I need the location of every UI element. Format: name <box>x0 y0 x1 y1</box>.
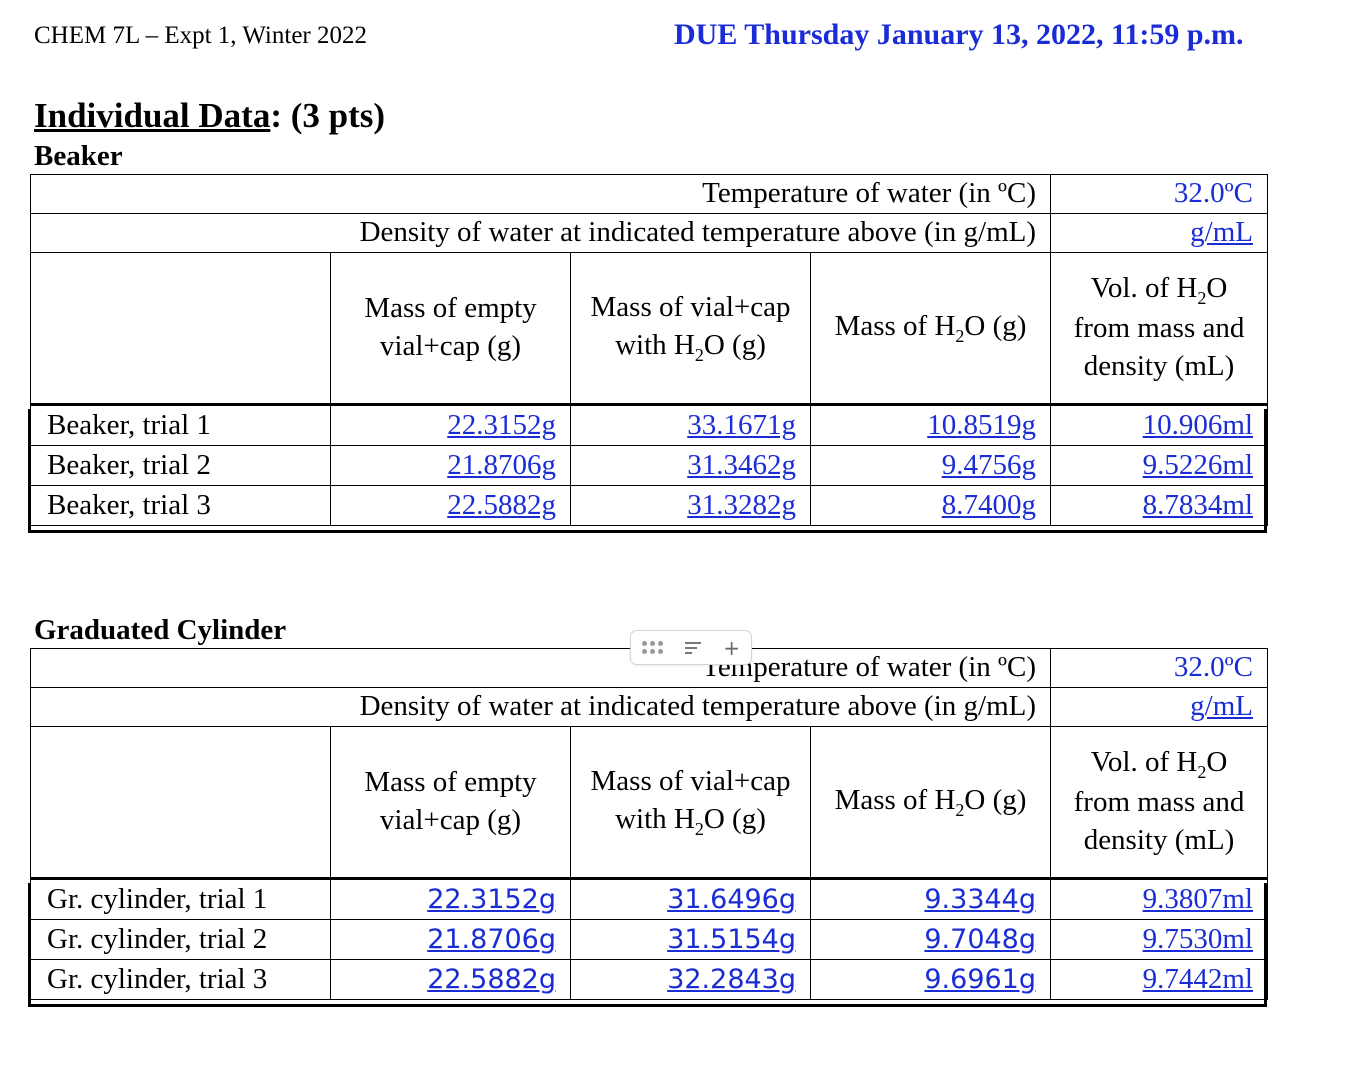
course-header: CHEM 7L – Expt 1, Winter 2022 <box>34 22 367 49</box>
cell-water-mass[interactable]: 8.7400g <box>810 485 1051 526</box>
beaker-col-vol: Vol. of H2O from mass and density (mL) <box>1050 252 1268 405</box>
cell-volume[interactable]: 9.7530ml <box>1050 919 1268 960</box>
row-label: Gr. cylinder, trial 3 <box>30 959 331 1000</box>
cell-volume[interactable]: 9.7442ml <box>1050 959 1268 1000</box>
col-mass-b: O (g) <box>964 783 1027 816</box>
cylinder-temp-label: Temperature of water (in ºC) <box>30 648 1051 688</box>
cell-empty-mass[interactable]: 22.3152g <box>330 877 571 920</box>
beaker-title: Beaker <box>34 140 123 172</box>
cell-water-mass[interactable]: 9.3344g <box>810 877 1051 920</box>
row-label: Beaker, trial 2 <box>30 445 331 486</box>
beaker-col-empty: Mass of empty vial+cap (g) <box>330 252 571 405</box>
beaker-density-label: Density of water at indicated temperatur… <box>30 213 1051 253</box>
table-toolbar: + <box>630 630 752 665</box>
cylinder-header-blank <box>30 726 331 879</box>
cell-water-mass[interactable]: 9.4756g <box>810 445 1051 486</box>
cell-empty-mass[interactable]: 21.8706g <box>330 919 571 960</box>
cell-with-mass[interactable]: 32.2843g <box>570 959 811 1000</box>
cell-with-mass[interactable]: 31.5154g <box>570 919 811 960</box>
cylinder-col-mass: Mass of H2O (g) <box>810 726 1051 879</box>
cell-water-mass[interactable]: 10.8519g <box>810 403 1051 446</box>
col-mass-a: Mass of H <box>834 783 956 816</box>
row-label: Gr. cylinder, trial 2 <box>30 919 331 960</box>
col-with-line2: O (g) <box>703 328 766 361</box>
row-label: Beaker, trial 3 <box>30 485 331 526</box>
col-vol-a: Vol. of H <box>1090 272 1198 305</box>
drag-handle-icon[interactable] <box>642 641 664 654</box>
section-title-main: Individual Data <box>34 96 271 135</box>
cell-with-mass[interactable]: 31.3462g <box>570 445 811 486</box>
section-title-points: : (3 pts) <box>270 96 386 135</box>
beaker-temp-value[interactable]: 32.0ºC <box>1050 174 1268 214</box>
cell-empty-mass[interactable]: 22.3152g <box>330 403 571 446</box>
table-row: Beaker, trial 2 21.8706g 31.3462g 9.4756… <box>30 445 1268 486</box>
cell-volume[interactable]: 10.906ml <box>1050 403 1268 446</box>
beaker-col-with: Mass of vial+cap with H2O (g) <box>570 252 811 405</box>
cell-with-mass[interactable]: 33.1671g <box>570 403 811 446</box>
col-with-line1: Mass of vial+cap with <box>590 765 791 835</box>
col-mass-sub: 2 <box>955 325 965 346</box>
beaker-table: Temperature of water (in ºC) 32.0ºC Dens… <box>30 174 1268 526</box>
beaker-density-value[interactable]: g/mL <box>1050 213 1268 253</box>
cell-with-mass[interactable]: 31.3282g <box>570 485 811 526</box>
cell-volume[interactable]: 9.5226ml <box>1050 445 1268 486</box>
align-lines-icon[interactable] <box>685 641 702 654</box>
col-with-sub: 2 <box>694 344 704 365</box>
section-title: Individual Data: (3 pts) <box>34 96 385 136</box>
cell-water-mass[interactable]: 9.6961g <box>810 959 1051 1000</box>
col-vol-sub: 2 <box>1197 288 1207 309</box>
table-row: Gr. cylinder, trial 1 22.3152g 31.6496g … <box>30 877 1268 920</box>
col-mass-b: O (g) <box>964 309 1027 342</box>
col-vol-sub: 2 <box>1197 762 1207 783</box>
cylinder-title: Graduated Cylinder <box>34 614 287 646</box>
col-with-h: H <box>673 328 695 361</box>
cylinder-table: Temperature of water (in ºC) 32.0ºC Dens… <box>30 648 1268 1000</box>
cylinder-density-value[interactable]: g/mL <box>1050 687 1268 727</box>
table-row: Beaker, trial 3 22.5882g 31.3282g 8.7400… <box>30 485 1268 526</box>
cylinder-temp-value[interactable]: 32.0ºC <box>1050 648 1268 688</box>
row-label: Beaker, trial 1 <box>30 403 331 446</box>
col-vol-b: O from mass and density (mL) <box>1073 272 1245 383</box>
cell-water-mass[interactable]: 9.7048g <box>810 919 1051 960</box>
col-vol-a: Vol. of H <box>1090 746 1198 779</box>
col-with-line1: Mass of vial+cap with <box>590 291 791 361</box>
table-row: Beaker, trial 1 22.3152g 33.1671g 10.851… <box>30 403 1268 446</box>
cell-empty-mass[interactable]: 22.5882g <box>330 959 571 1000</box>
cell-empty-mass[interactable]: 22.5882g <box>330 485 571 526</box>
row-label: Gr. cylinder, trial 1 <box>30 877 331 920</box>
beaker-temp-label: Temperature of water (in ºC) <box>30 174 1051 214</box>
cell-empty-mass[interactable]: 21.8706g <box>330 445 571 486</box>
table-row: Gr. cylinder, trial 2 21.8706g 31.5154g … <box>30 919 1268 960</box>
cylinder-density-label: Density of water at indicated temperatur… <box>30 687 1051 727</box>
cell-with-mass[interactable]: 31.6496g <box>570 877 811 920</box>
beaker-col-mass: Mass of H2O (g) <box>810 252 1051 405</box>
cell-volume[interactable]: 9.3807ml <box>1050 877 1268 920</box>
col-with-line2: O (g) <box>703 802 766 835</box>
cylinder-col-vol: Vol. of H2O from mass and density (mL) <box>1050 726 1268 879</box>
col-with-sub: 2 <box>694 818 704 839</box>
col-vol-b: O from mass and density (mL) <box>1073 746 1245 857</box>
plus-icon[interactable]: + <box>723 635 740 660</box>
due-date: DUE Thursday January 13, 2022, 11:59 p.m… <box>674 18 1244 51</box>
cell-volume[interactable]: 8.7834ml <box>1050 485 1268 526</box>
beaker-header-blank <box>30 252 331 405</box>
col-mass-a: Mass of H <box>834 309 956 342</box>
cylinder-col-empty: Mass of empty vial+cap (g) <box>330 726 571 879</box>
table-row: Gr. cylinder, trial 3 22.5882g 32.2843g … <box>30 959 1268 1000</box>
cylinder-col-with: Mass of vial+cap with H2O (g) <box>570 726 811 879</box>
col-with-h: H <box>673 802 695 835</box>
col-mass-sub: 2 <box>955 799 965 820</box>
